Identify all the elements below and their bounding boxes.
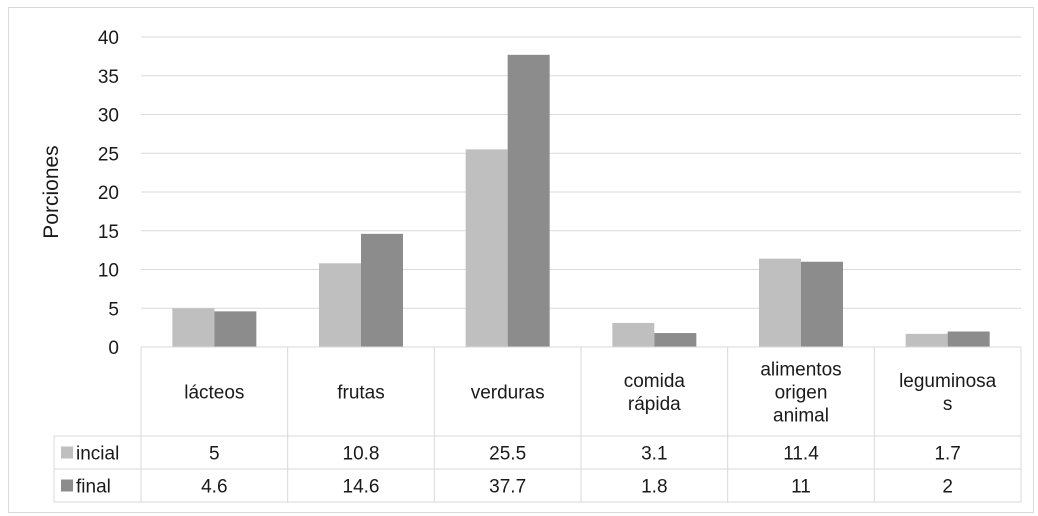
data-label: 2 <box>942 477 953 498</box>
data-table: lácteos frutas verduras comida rápida aliment… <box>53 346 1022 503</box>
bar-final-1 <box>361 233 403 347</box>
y-tick-label: 20 <box>98 183 119 204</box>
data-label: 11.4 <box>783 444 819 465</box>
data-label: 1.8 <box>641 477 667 498</box>
category-label: alimentos origen animal <box>760 360 841 427</box>
category-label-line: lácteos <box>184 383 244 404</box>
data-label: 4.6 <box>201 477 227 498</box>
bar-incial-0 <box>172 308 215 347</box>
bar-final-5 <box>947 331 990 347</box>
bar-incial-5 <box>905 333 948 347</box>
bar-final-0 <box>214 311 257 347</box>
category-label: leguminosa s <box>899 371 997 415</box>
data-label: 11 <box>791 477 811 498</box>
category-label-line: rápida <box>628 394 681 415</box>
bar-final-3 <box>654 333 697 347</box>
category-label-line: origen <box>775 383 828 404</box>
y-tick-label: 10 <box>98 261 119 282</box>
category-label-line: verduras <box>471 383 545 404</box>
data-label: 37.7 <box>489 477 526 498</box>
legend-swatch-incial <box>61 446 73 459</box>
bar-final-2 <box>507 54 550 347</box>
y-tick-label: 30 <box>98 106 119 127</box>
bar-incial-3 <box>612 322 655 347</box>
category-label: frutas <box>337 383 385 404</box>
data-label: 25.5 <box>489 444 526 465</box>
category-label-line: comida <box>624 371 686 392</box>
y-axis-ticks: 0 5 10 15 20 25 30 35 40 <box>98 28 119 359</box>
data-label: 10.8 <box>343 444 380 465</box>
legend-swatch-final <box>61 479 73 492</box>
data-label: 3.1 <box>641 444 667 465</box>
y-tick-label: 0 <box>108 338 119 359</box>
category-label-line: frutas <box>337 383 385 404</box>
bar-incial-1 <box>319 263 361 347</box>
y-tick-label: 35 <box>98 67 119 88</box>
category-label-line: alimentos <box>760 360 841 381</box>
data-label: 1.7 <box>934 444 960 465</box>
category-label: verduras <box>471 383 545 404</box>
bars <box>172 54 990 347</box>
data-label: 5 <box>209 444 220 465</box>
bar-incial-2 <box>465 149 508 347</box>
gridlines <box>141 36 1021 309</box>
category-label-line: s <box>943 394 953 415</box>
y-tick-label: 5 <box>108 299 119 320</box>
category-label-line: animal <box>773 406 829 427</box>
category-label-line: leguminosa <box>899 371 997 392</box>
y-tick-label: 15 <box>98 222 119 243</box>
data-label: 14.6 <box>343 477 380 498</box>
y-axis-label: Porciones <box>40 145 63 238</box>
bar-incial-4 <box>759 258 801 347</box>
bar-final-4 <box>801 261 843 347</box>
y-tick-label: 40 <box>98 28 119 49</box>
chart-frame <box>8 7 1034 513</box>
legend-label-incial: incial <box>76 444 119 465</box>
category-label: comida rápida <box>624 371 686 415</box>
category-label: lácteos <box>184 383 244 404</box>
y-tick-label: 25 <box>98 144 119 165</box>
legend-label-final: final <box>76 477 111 498</box>
